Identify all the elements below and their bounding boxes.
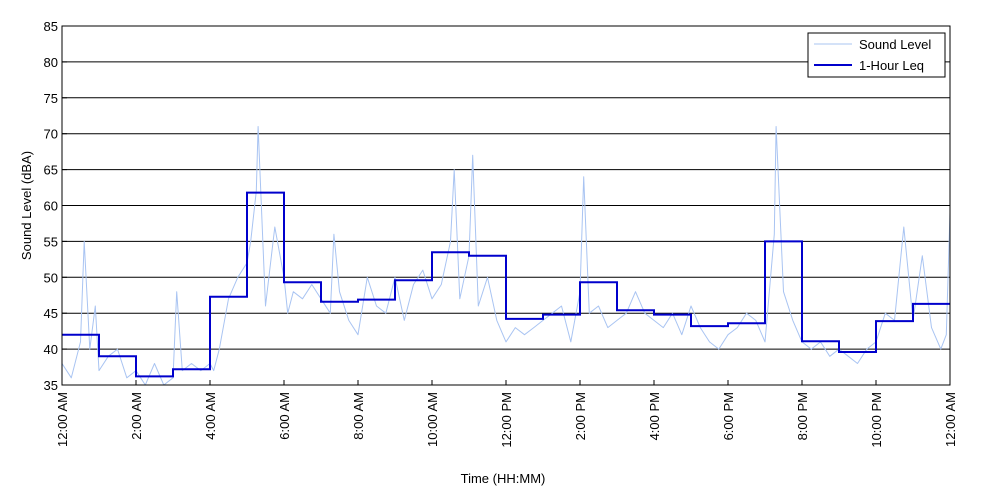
x-tick-label: 8:00 PM [795,392,810,440]
y-axis-title: Sound Level (dBA) [19,151,34,260]
y-tick-label: 35 [44,378,58,393]
y-tick-label: 60 [44,199,58,214]
x-tick-label: 2:00 PM [573,392,588,440]
x-tick-label: 8:00 AM [351,392,366,440]
x-tick-label: 12:00 AM [55,392,70,447]
series-group [61,126,951,386]
y-tick-label: 65 [44,163,58,178]
y-tick-label: 80 [44,55,58,70]
x-tick-label: 10:00 PM [869,392,884,448]
x-tick-label: 10:00 AM [425,392,440,447]
y-tick-label: 40 [44,342,58,357]
x-tick-label: 6:00 AM [277,392,292,440]
x-tick-label: 12:00 PM [499,392,514,448]
x-tick-label: 4:00 PM [647,392,662,440]
x-tick-label: 6:00 PM [721,392,736,440]
y-tick-label: 45 [44,306,58,321]
x-tick-label: 2:00 AM [129,392,144,440]
legend-label-leq: 1-Hour Leq [859,58,924,73]
legend-label-sound-level: Sound Level [859,37,931,52]
series-line-leq [62,191,950,378]
x-tick-label: 12:00 AM [943,392,958,447]
legend: Sound Level 1-Hour Leq [807,32,946,78]
y-tick-label: 70 [44,127,58,142]
y-tick-label: 50 [44,270,58,285]
y-tick-label: 85 [44,19,58,34]
x-tick-label: 4:00 AM [203,392,218,440]
x-axis-title: Time (HH:MM) [461,471,546,486]
legend-box [807,32,946,78]
y-axis-ticks: 35 40 45 50 55 60 65 70 75 80 85 [44,19,67,393]
y-tick-label: 75 [44,91,58,106]
x-axis-ticks: 12:00 AM 2:00 AM 4:00 AM 6:00 AM 8:00 AM 10:0… [55,380,958,448]
y-tick-label: 55 [44,234,58,249]
